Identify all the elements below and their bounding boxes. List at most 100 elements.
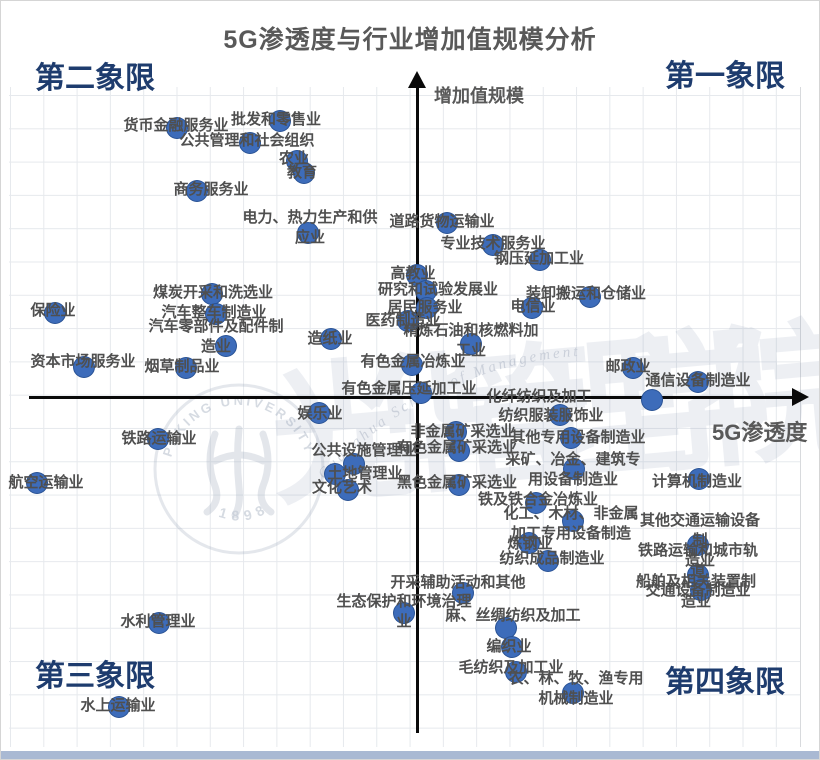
x-axis-label: 5G渗透度 xyxy=(712,420,808,445)
scatter-dot xyxy=(688,468,710,490)
scatter-dot xyxy=(320,328,342,350)
point-label: 专业技术服务业 xyxy=(440,235,546,252)
point-label: 文化艺术 xyxy=(311,479,373,496)
scatter-dot xyxy=(269,110,291,132)
point-label: 有色金属矿采选业 xyxy=(396,439,518,456)
point-label: 农业 xyxy=(278,150,310,167)
point-label: 非金属矿采选业 xyxy=(410,423,516,440)
point-label: 纺织成品制造业 xyxy=(499,550,605,567)
scatter-dot xyxy=(324,463,346,485)
scatter-dot xyxy=(518,532,540,554)
point-label: 汽车整车制造业 xyxy=(161,304,267,321)
point-label: 炼钢业 xyxy=(507,535,553,552)
scatter-dot xyxy=(562,510,584,532)
scatter-dot xyxy=(521,297,543,319)
point-label: 黑色金属矿采选业 xyxy=(396,474,518,491)
pku-logo-icon xyxy=(203,425,275,519)
scatter-dot xyxy=(215,335,237,357)
scatter-dot xyxy=(416,297,438,319)
scatter-dot xyxy=(560,427,582,449)
point-label: 编织业 xyxy=(486,638,532,655)
scatter-dot xyxy=(562,682,584,704)
scatter-dot xyxy=(239,132,261,154)
seal-circle-icon xyxy=(153,383,325,555)
scatter-dot xyxy=(622,357,644,379)
scatter-dot xyxy=(525,492,547,514)
point-label: 开采辅助活动和其他 xyxy=(390,574,526,591)
point-label: 通信设备制造业 xyxy=(645,372,751,389)
point-label: 居民服务业 xyxy=(387,299,463,316)
point-label: 研究和试验发展业 xyxy=(377,281,499,298)
point-label: 资本市场服务业 xyxy=(30,353,136,370)
point-label: 批发和零售业 xyxy=(230,111,322,128)
point-label: 烟草制品业 xyxy=(144,358,220,375)
scatter-dot xyxy=(448,474,470,496)
quadrant-label-2: 第二象限 xyxy=(35,62,155,95)
point-label: 电力、热力生产和供 应业 xyxy=(242,209,378,246)
point-label: 船舶及相关装置制造业 xyxy=(635,573,756,610)
point-label: 保险业 xyxy=(30,302,76,319)
point-label: 农、林、牧、渔专用 机械制造业 xyxy=(508,670,644,707)
point-label: 高教业 xyxy=(390,265,436,282)
point-label: 医药制造业 xyxy=(365,312,441,329)
scatter-dot xyxy=(505,661,527,683)
scatter-dot xyxy=(452,582,474,604)
scatter-dot xyxy=(148,612,170,634)
scatter-dot xyxy=(687,371,709,393)
point-label: 铁及铁合金冶炼业 xyxy=(477,491,599,508)
point-label: 铁路运输和城市轨道 交通设备制造业 xyxy=(637,542,758,599)
scatter-dot xyxy=(537,550,559,572)
point-label: 土地管理业 xyxy=(327,465,403,482)
chart-title: 5G渗透度与行业增加值规模分析 xyxy=(223,26,597,54)
scatter-dot xyxy=(641,389,663,411)
scatter-dot xyxy=(563,458,585,480)
scatter-dot xyxy=(26,472,48,494)
scatter-dot xyxy=(436,212,458,234)
scatter-dot xyxy=(579,286,601,308)
point-label: 其他交通运输设备制 造业 xyxy=(639,512,760,569)
scatter-dot xyxy=(108,696,130,718)
point-label: 毛纺织及加工业 xyxy=(458,659,564,676)
point-label: 采矿、冶金、建筑专 用设备制造业 xyxy=(505,451,641,488)
scatter-dot xyxy=(529,249,551,271)
scatter-dot xyxy=(401,354,423,376)
pku-seal-watermark: PEKING UNIVERSITY 1898 xyxy=(153,383,325,555)
scatter-dot xyxy=(308,402,330,424)
point-label: 化工、木材、非金属 加工专用设备制造 xyxy=(503,505,639,542)
scatter-dot xyxy=(293,162,315,184)
point-label: 电信业 xyxy=(510,298,556,315)
point-label: 公共设施管理业 xyxy=(311,442,417,459)
point-label: 有色金属冶炼业 xyxy=(360,353,466,370)
y-axis-label: 增加值规模 xyxy=(434,86,524,106)
bottom-accent-band xyxy=(1,751,819,759)
point-label: 货币金融服务业 xyxy=(123,117,229,134)
quadrant-label-4: 第四象限 xyxy=(665,666,785,699)
scatter-dot xyxy=(482,234,504,256)
point-label: 邮政业 xyxy=(605,358,651,375)
point-label: 钢压延加工业 xyxy=(493,250,585,267)
point-label: 有色金属压延加工业 xyxy=(341,380,477,397)
y-axis-line xyxy=(416,85,419,733)
point-label: 生态保护和环境治理 业 xyxy=(336,593,472,630)
point-label: 化纤纺织及加工 xyxy=(486,388,592,405)
point-label: 麻、丝绸纺织及加工 xyxy=(445,607,581,624)
point-label: 水上运输业 xyxy=(80,697,156,714)
point-label: 汽车零部件及配件制 造业 xyxy=(148,318,284,355)
scatter-dot xyxy=(186,180,208,202)
scatter-dot xyxy=(410,382,432,404)
scatter-dot xyxy=(44,302,66,324)
scatter-dot xyxy=(166,117,188,139)
scatter-dot xyxy=(147,428,169,450)
point-label: 公共管理和社会组织 xyxy=(179,132,315,149)
point-label: 铁路运输业 xyxy=(121,430,197,447)
scatter-dot xyxy=(460,333,482,355)
scatter-dot xyxy=(690,579,712,601)
plot-grid xyxy=(9,87,801,747)
scatter-dot xyxy=(337,479,359,501)
point-label: 纺织服装服饰业 xyxy=(498,407,604,424)
point-label: 煤炭开采和洗选业 xyxy=(152,284,274,301)
point-label: 造纸业 xyxy=(307,330,353,347)
point-label: 商务服务业 xyxy=(173,181,249,198)
point-label: 装卸搬运和仓储业 xyxy=(525,285,647,302)
